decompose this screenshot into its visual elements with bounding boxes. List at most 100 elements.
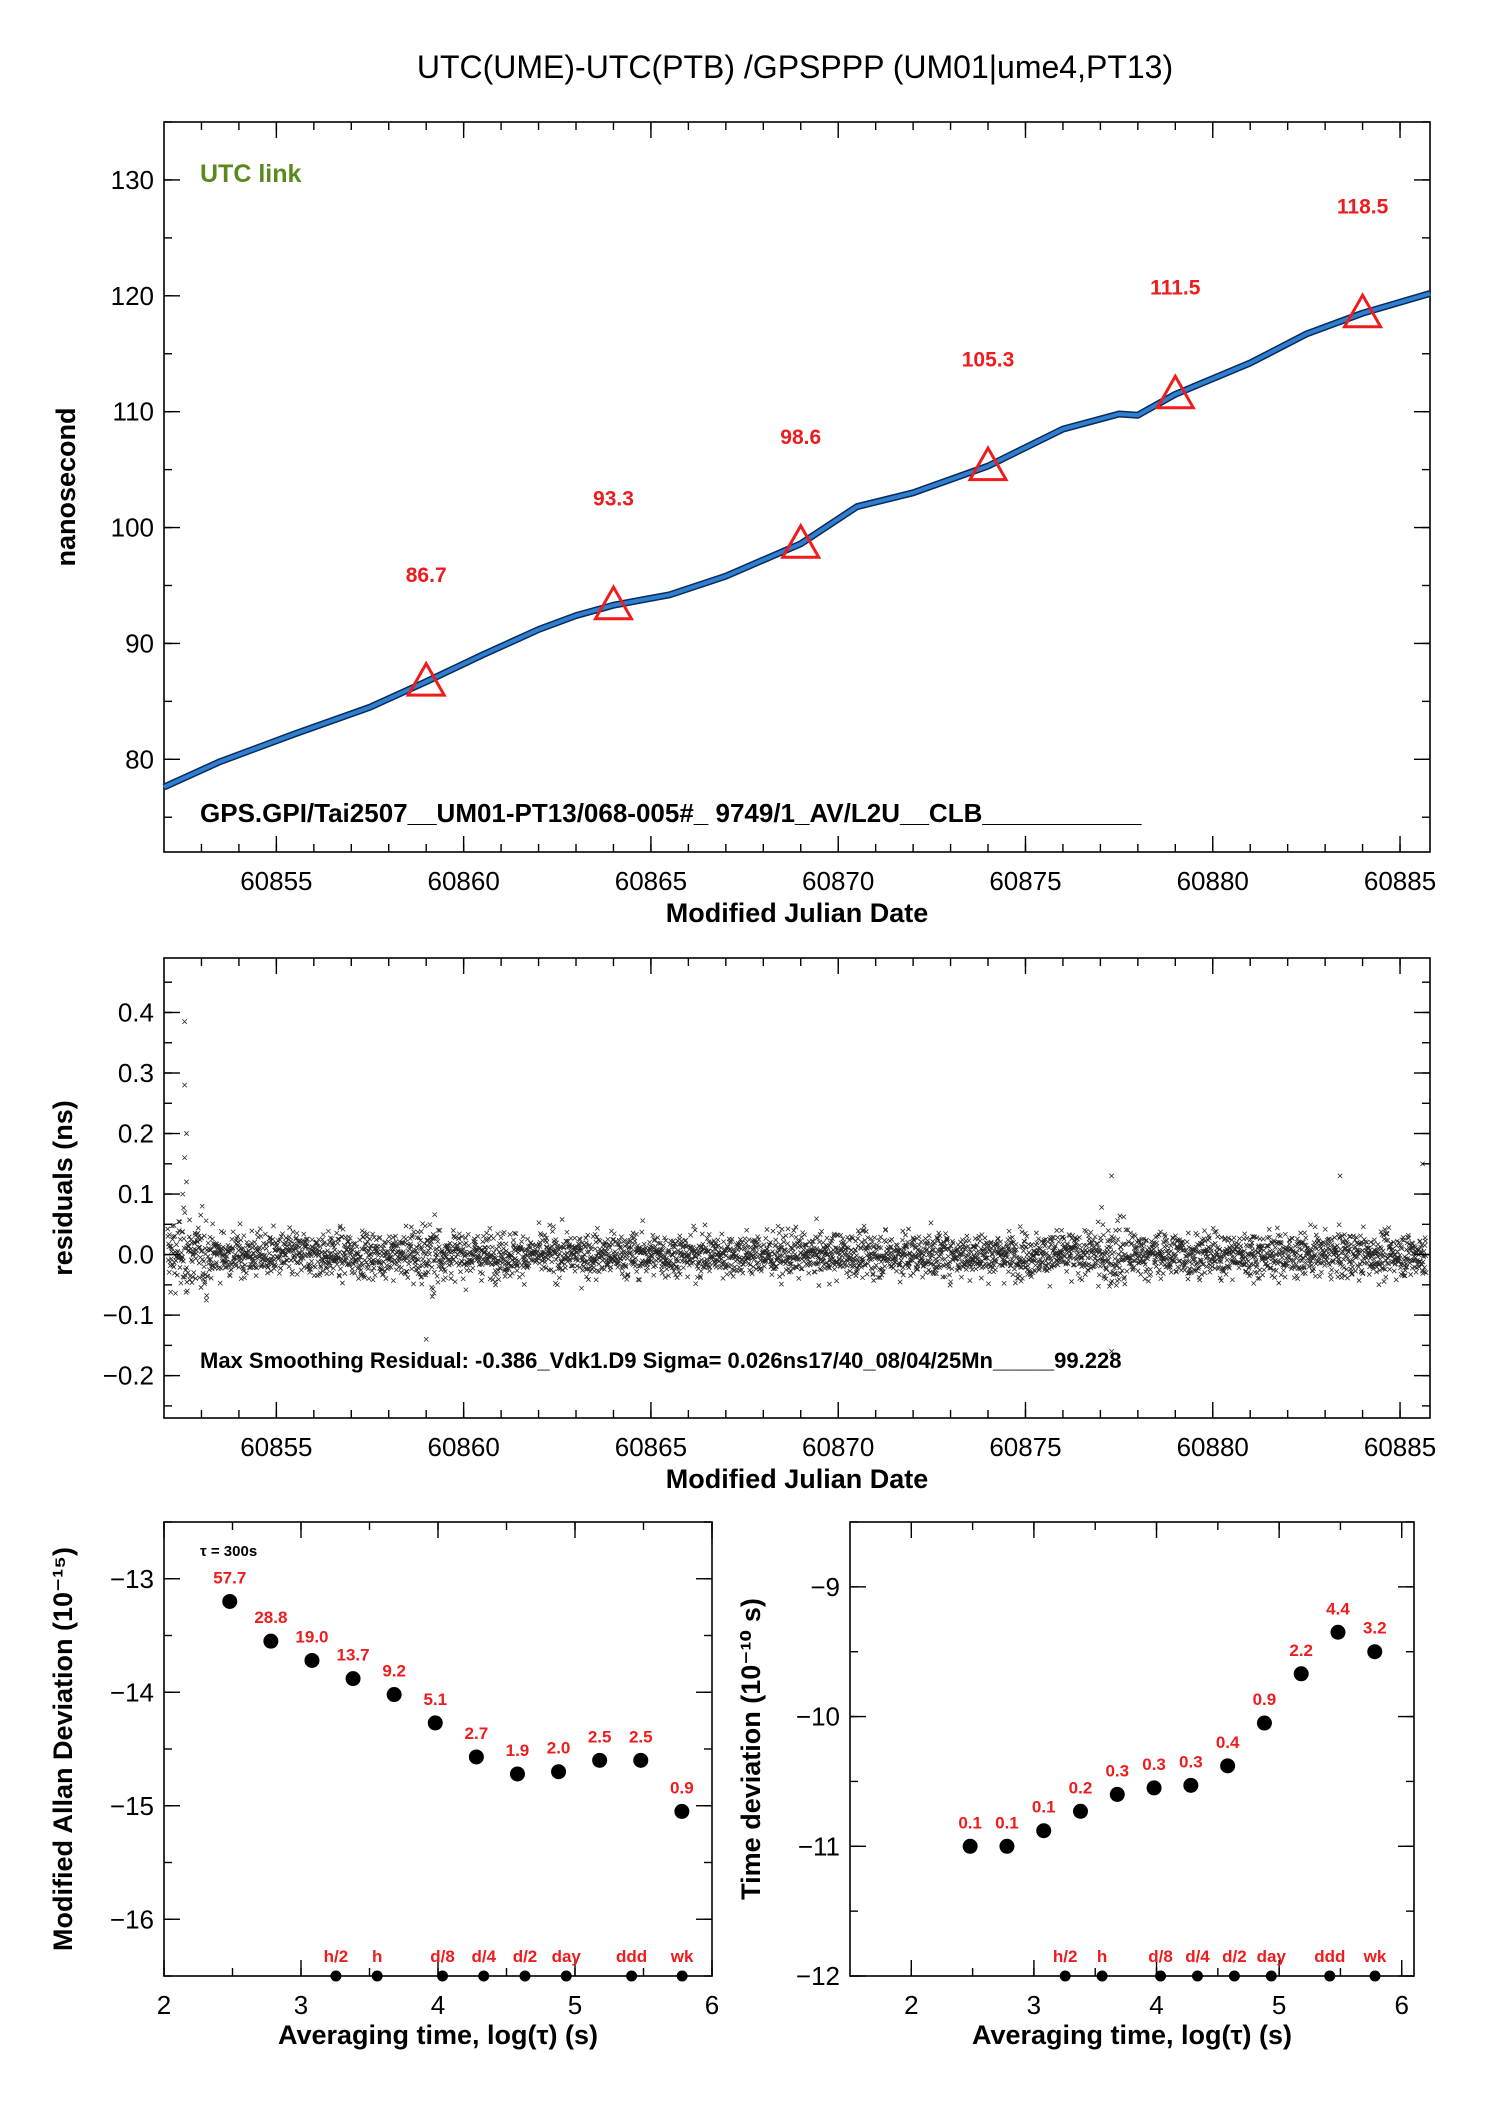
tdev-time-mark-dot (1191, 1970, 1203, 1982)
tdev-point (1183, 1777, 1199, 1793)
top-legend-text: UTC link (200, 160, 301, 188)
top-info-text: GPS.GPI/Tai2507__UM01-PT13/068-005#_ 974… (200, 798, 1142, 828)
tdev-time-mark-dot (1228, 1970, 1240, 1982)
mdev-point (633, 1752, 649, 1768)
tdev-ytick-label: −9 (810, 1572, 840, 1602)
res-ytick-label: 0.4 (118, 997, 154, 1027)
tdev-point (1036, 1823, 1052, 1839)
top-chart: 60855 60860 60865 60870 60875 60880 60885 Modif… (51, 121, 1436, 928)
res-xtick-label: 60875 (989, 1432, 1061, 1462)
mdev-point-label: 2.7 (465, 1724, 489, 1743)
mdev-time-mark-dot (676, 1970, 688, 1982)
tdev-point-label: 3.2 (1363, 1619, 1387, 1638)
top-series-line (163, 291, 1431, 789)
top-marker-label: 105.3 (962, 348, 1015, 371)
mdev-point-label: 19.0 (295, 1627, 328, 1646)
mdev-time-mark-dot (560, 1970, 572, 1982)
mdev-point (551, 1764, 567, 1780)
top-ylabel: nanosecond (51, 407, 81, 566)
res-xtick-label: 60860 (427, 1432, 499, 1462)
tdev-xtick-label: 2 (904, 1990, 918, 2020)
top-marker-triangle (967, 445, 1009, 482)
mdev-point-label: 28.8 (254, 1608, 287, 1627)
mdev-chart: 2 3 4 5 6 Averaging time, log(τ) (s) −16 −15 −14… (48, 1521, 719, 2050)
mdev-time-mark-label: ddd (616, 1947, 647, 1966)
tdev-point-label: 0.1 (1032, 1798, 1056, 1817)
tdev-xtick-label: 4 (1149, 1990, 1163, 2020)
top-xtick-label: 60870 (802, 866, 874, 896)
tdev-point-label: 0.3 (1179, 1752, 1203, 1771)
top-marker-label: 86.7 (406, 564, 447, 587)
top-xtick-label: 60865 (615, 866, 687, 896)
mdev-corner-text: τ = 300s (200, 1543, 257, 1560)
res-ytick-label: 0.0 (118, 1240, 154, 1270)
tdev-time-mark-label: ddd (1314, 1947, 1345, 1966)
tdev-chart: 2 3 4 5 6 Averaging time, log(τ) (s) −12 −11 −10… (736, 1521, 1415, 2050)
mdev-point-label: 13.7 (337, 1646, 370, 1665)
top-xtick-label: 60885 (1364, 866, 1436, 896)
mdev-point (386, 1687, 402, 1703)
tdev-point (1330, 1624, 1346, 1640)
res-xtick-label: 60885 (1364, 1432, 1436, 1462)
top-xlabel: Modified Julian Date (666, 898, 929, 928)
tdev-point (1293, 1666, 1309, 1682)
mdev-xtick-label: 6 (705, 1990, 719, 2020)
mdev-time-mark-label: h/2 (324, 1947, 349, 1966)
mdev-point-label: 57.7 (213, 1568, 246, 1587)
mdev-point-label: 9.2 (382, 1662, 406, 1681)
tdev-xtick-label: 3 (1027, 1990, 1041, 2020)
mdev-point (304, 1652, 320, 1668)
mdev-time-mark-label: day (552, 1947, 582, 1966)
top-marker-label: 98.6 (780, 426, 821, 449)
res-frame (163, 957, 1431, 1419)
mdev-point (263, 1633, 279, 1649)
mdev-ytick-label: −14 (110, 1677, 154, 1707)
top-marker-label: 111.5 (1150, 277, 1201, 300)
tdev-point-label: 0.3 (1142, 1755, 1166, 1774)
mdev-point (427, 1715, 443, 1731)
res-ytick-label: 0.3 (118, 1058, 154, 1088)
tdev-time-mark-dot (1096, 1970, 1108, 1982)
res-ytick-label: −0.2 (103, 1361, 154, 1391)
tdev-point (1256, 1715, 1272, 1731)
tdev-point-label: 4.4 (1326, 1599, 1350, 1618)
tdev-ytick-label: −12 (796, 1961, 840, 1991)
mdev-time-mark-label: d/4 (471, 1947, 496, 1966)
tdev-point (1146, 1780, 1162, 1796)
top-ytick-label: 80 (125, 744, 154, 774)
res-xtick-label: 60880 (1177, 1432, 1249, 1462)
tdev-time-mark-label: d/4 (1185, 1947, 1210, 1966)
tdev-xtick-label: 5 (1272, 1990, 1286, 2020)
tdev-time-mark-label: h/2 (1053, 1947, 1078, 1966)
top-ytick-label: 100 (111, 513, 154, 543)
res-ylabel: residuals (ns) (48, 1100, 78, 1276)
res-xtick-label: 60865 (615, 1432, 687, 1462)
mdev-time-mark-label: wk (670, 1947, 694, 1966)
tdev-point (1220, 1758, 1236, 1774)
mdev-time-mark-dot (330, 1970, 342, 1982)
res-ytick-label: 0.2 (118, 1119, 154, 1149)
tdev-time-mark-dot (1059, 1970, 1071, 1982)
mdev-time-mark-dot (519, 1970, 531, 1982)
mdev-ytick-label: −15 (110, 1791, 154, 1821)
top-ytick-label: 130 (111, 165, 154, 195)
mdev-point (468, 1749, 484, 1765)
top-ytick-label: 90 (125, 628, 154, 658)
mdev-xtick-label: 2 (157, 1990, 171, 2020)
tdev-ytick-label: −11 (798, 1831, 840, 1861)
mdev-point-label: 1.9 (506, 1741, 530, 1760)
top-marker-triangle (1154, 373, 1196, 410)
top-marker-triangle (780, 522, 822, 559)
top-xtick-label: 60855 (240, 866, 312, 896)
tdev-time-mark-label: d/8 (1148, 1947, 1173, 1966)
mdev-ytick-label: −13 (110, 1564, 154, 1594)
tdev-point-label: 2.2 (1289, 1641, 1313, 1660)
figure-title: UTC(UME)-UTC(PTB) /GPSPPP (UM01|ume4,PT1… (417, 49, 1173, 85)
tdev-ytick-label: −10 (796, 1702, 840, 1732)
top-marker-triangle (592, 584, 635, 621)
mdev-ytick-label: −16 (110, 1904, 154, 1934)
mdev-point-label: 2.5 (629, 1727, 653, 1746)
tdev-xtick-label: 6 (1395, 1990, 1409, 2020)
mdev-point-label: 5.1 (423, 1690, 447, 1709)
